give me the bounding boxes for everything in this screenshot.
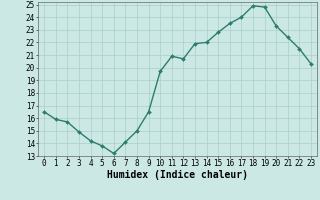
X-axis label: Humidex (Indice chaleur): Humidex (Indice chaleur) (107, 170, 248, 180)
